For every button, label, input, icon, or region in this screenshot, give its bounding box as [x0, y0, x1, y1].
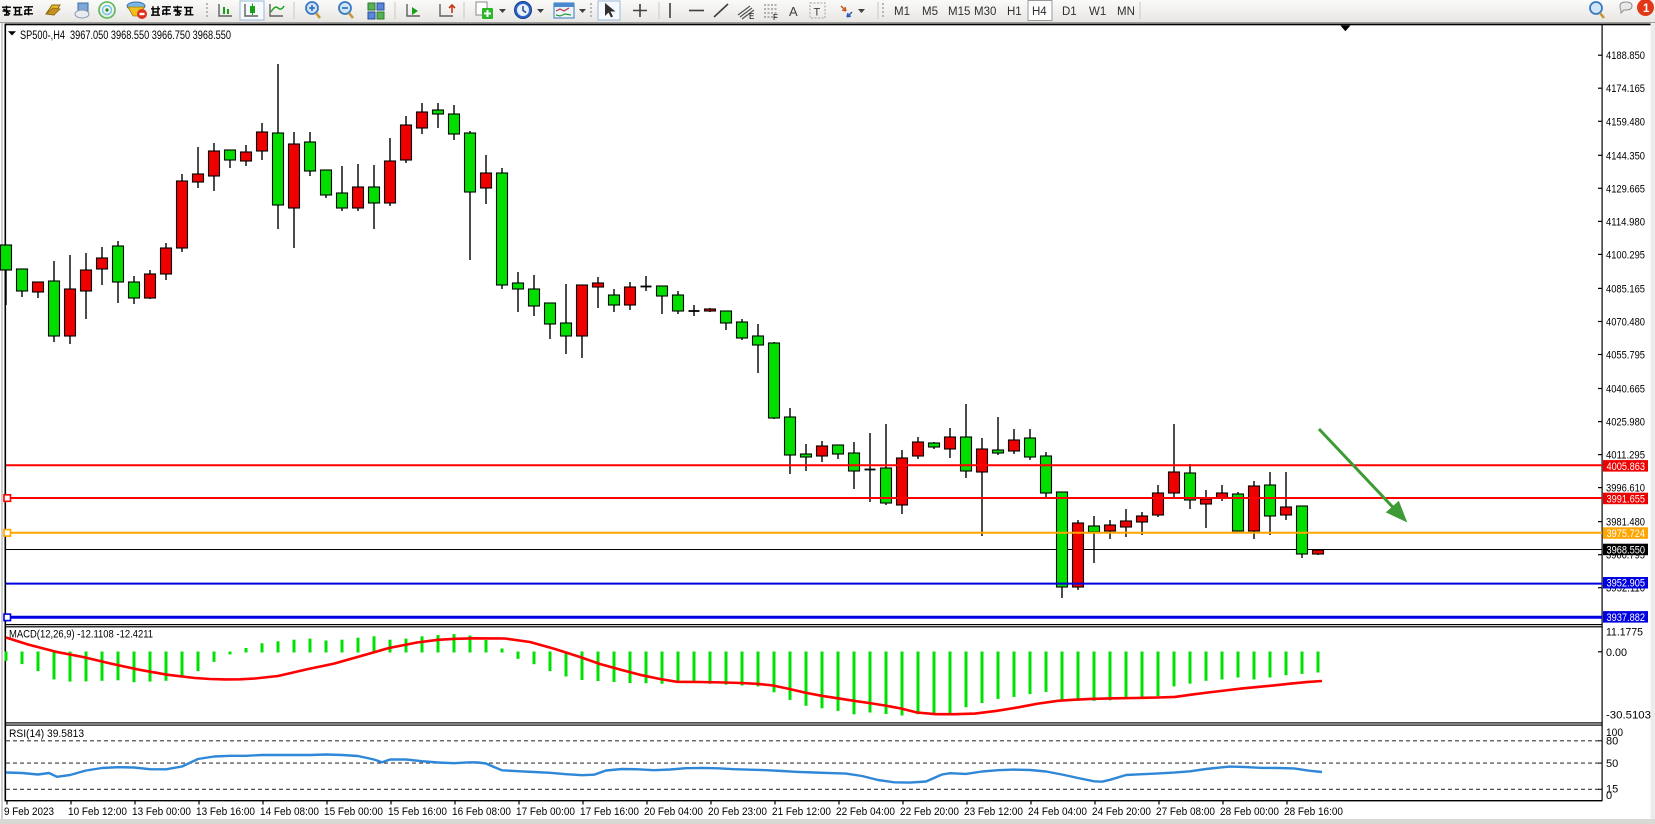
svg-text:22 Feb 20:00: 22 Feb 20:00: [900, 806, 959, 818]
svg-text:100: 100: [1606, 727, 1623, 739]
svg-text:4188.850: 4188.850: [1606, 50, 1645, 62]
svg-text:M5: M5: [922, 6, 938, 18]
svg-text:4011.295: 4011.295: [1606, 450, 1645, 462]
svg-text:3975.724: 3975.724: [1607, 528, 1646, 540]
svg-text:T: T: [814, 7, 821, 19]
svg-text:50: 50: [1606, 758, 1618, 770]
svg-text:15 Feb 00:00: 15 Feb 00:00: [324, 806, 383, 818]
svg-text:H4: H4: [1032, 6, 1047, 18]
svg-text:13 Feb 00:00: 13 Feb 00:00: [132, 806, 191, 818]
svg-text:0.00: 0.00: [1606, 647, 1627, 659]
svg-text:W1: W1: [1089, 6, 1106, 18]
svg-text:20 Feb 23:00: 20 Feb 23:00: [708, 806, 767, 818]
svg-text:21 Feb 12:00: 21 Feb 12:00: [772, 806, 831, 818]
svg-text:H1: H1: [1007, 6, 1022, 18]
svg-text:4174.165: 4174.165: [1606, 83, 1645, 95]
svg-text:-30.5103: -30.5103: [1606, 710, 1651, 722]
svg-text:28 Feb 16:00: 28 Feb 16:00: [1284, 806, 1343, 818]
svg-text:3952.905: 3952.905: [1607, 578, 1646, 590]
svg-text:17 Feb 16:00: 17 Feb 16:00: [580, 806, 639, 818]
svg-text:A: A: [789, 4, 798, 19]
svg-text:17 Feb 00:00: 17 Feb 00:00: [516, 806, 575, 818]
svg-text:F: F: [773, 13, 778, 22]
svg-text:MN: MN: [1117, 6, 1135, 18]
svg-text:27 Feb 08:00: 27 Feb 08:00: [1156, 806, 1215, 818]
svg-text:M1: M1: [894, 6, 910, 18]
svg-text:4085.165: 4085.165: [1606, 283, 1645, 295]
svg-text:24 Feb 20:00: 24 Feb 20:00: [1092, 806, 1151, 818]
svg-text:28 Feb 00:00: 28 Feb 00:00: [1220, 806, 1279, 818]
svg-text:15 Feb 16:00: 15 Feb 16:00: [388, 806, 447, 818]
svg-text:1: 1: [1643, 3, 1650, 15]
svg-text:4159.480: 4159.480: [1606, 116, 1645, 128]
svg-text:80: 80: [1606, 736, 1618, 748]
svg-text:16 Feb 08:00: 16 Feb 08:00: [452, 806, 511, 818]
svg-text:4070.480: 4070.480: [1606, 317, 1645, 329]
svg-text:MACD(12,26,9) -12.1108 -12.421: MACD(12,26,9) -12.1108 -12.4211: [9, 629, 153, 641]
svg-text:4100.295: 4100.295: [1606, 249, 1645, 261]
svg-text:24 Feb 04:00: 24 Feb 04:00: [1028, 806, 1087, 818]
svg-text:4144.350: 4144.350: [1606, 150, 1645, 162]
svg-text:4129.665: 4129.665: [1606, 183, 1645, 195]
svg-text:3937.882: 3937.882: [1607, 612, 1646, 624]
svg-text:RSI(14) 39.5813: RSI(14) 39.5813: [9, 728, 84, 740]
svg-text:M15: M15: [948, 6, 970, 18]
svg-text:E: E: [749, 12, 754, 21]
svg-text:13 Feb 16:00: 13 Feb 16:00: [196, 806, 255, 818]
svg-text:4025.980: 4025.980: [1606, 417, 1645, 429]
svg-text:4055.795: 4055.795: [1606, 350, 1645, 362]
svg-text:3968.550: 3968.550: [1607, 544, 1646, 556]
svg-text:M30: M30: [974, 6, 996, 18]
svg-text:4040.665: 4040.665: [1606, 384, 1645, 396]
svg-text:10 Feb 12:00: 10 Feb 12:00: [68, 806, 127, 818]
svg-text:9 Feb 2023: 9 Feb 2023: [4, 806, 54, 818]
svg-text:3981.480: 3981.480: [1606, 517, 1645, 529]
svg-text:0: 0: [1606, 790, 1612, 802]
svg-text:15: 15: [1606, 784, 1618, 796]
svg-text:3996.610: 3996.610: [1606, 483, 1645, 495]
svg-text:4114.980: 4114.980: [1606, 216, 1645, 228]
svg-text:14 Feb 08:00: 14 Feb 08:00: [260, 806, 319, 818]
svg-text:D1: D1: [1062, 6, 1077, 18]
svg-text:23 Feb 12:00: 23 Feb 12:00: [964, 806, 1023, 818]
svg-text:11.1775: 11.1775: [1606, 627, 1643, 639]
svg-text:3991.655: 3991.655: [1607, 493, 1646, 505]
svg-text:22 Feb 04:00: 22 Feb 04:00: [836, 806, 895, 818]
svg-text:SP500-,H4 3967.050 3968.550 3: SP500-,H4 3967.050 3968.550 3966.750 396…: [20, 30, 231, 42]
svg-text:20 Feb 04:00: 20 Feb 04:00: [644, 806, 703, 818]
svg-text:4005.863: 4005.863: [1607, 461, 1646, 473]
